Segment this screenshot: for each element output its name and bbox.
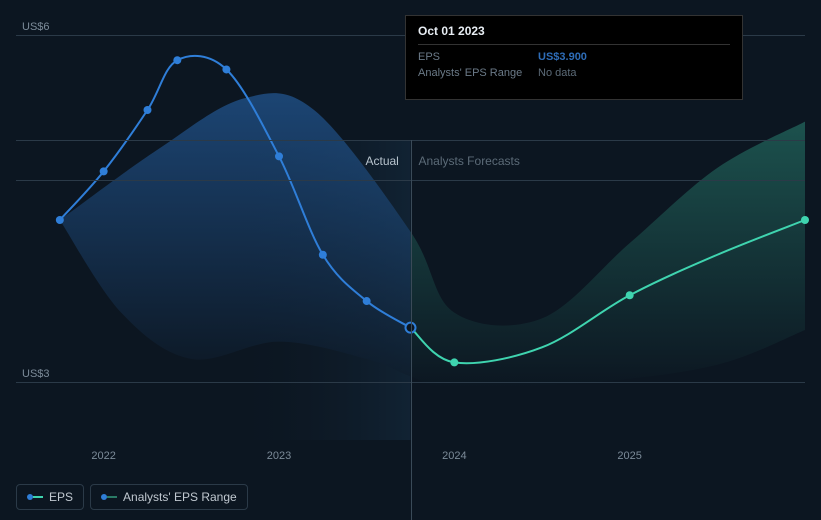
eps-marker[interactable] — [450, 358, 458, 366]
eps-marker[interactable] — [222, 65, 230, 73]
chart-legend: EPS Analysts' EPS Range — [16, 484, 248, 510]
eps-marker[interactable] — [363, 297, 371, 305]
legend-item-eps[interactable]: EPS — [16, 484, 84, 510]
eps-marker[interactable] — [56, 216, 64, 224]
eps-marker[interactable] — [801, 216, 809, 224]
eps-marker[interactable] — [144, 106, 152, 114]
eps-marker[interactable] — [173, 56, 181, 64]
legend-label-eps: EPS — [49, 490, 73, 504]
eps-marker[interactable] — [319, 251, 327, 259]
tooltip-eps-value: US$3.900 — [538, 51, 587, 63]
forecast-section-label: Analysts Forecasts — [419, 154, 520, 168]
tooltip-eps-key: EPS — [418, 51, 538, 63]
chart-tooltip: Oct 01 2023 EPS US$3.900 Analysts' EPS R… — [405, 15, 743, 100]
legend-swatch-range — [101, 492, 117, 502]
actual-forecast-divider — [411, 140, 412, 520]
legend-swatch-eps — [27, 492, 43, 502]
legend-label-range: Analysts' EPS Range — [123, 490, 237, 504]
y-axis-label: US$6 — [22, 21, 50, 33]
legend-item-range[interactable]: Analysts' EPS Range — [90, 484, 248, 510]
eps-marker[interactable] — [626, 291, 634, 299]
eps-marker[interactable] — [275, 152, 283, 160]
tooltip-date: Oct 01 2023 — [418, 24, 730, 45]
x-axis-label: 2025 — [617, 450, 641, 462]
y-axis-label: US$3 — [22, 368, 50, 380]
actual-section-label: Actual — [366, 154, 399, 168]
tooltip-range-value: No data — [538, 67, 577, 79]
tooltip-range-key: Analysts' EPS Range — [418, 67, 538, 79]
eps-marker[interactable] — [100, 167, 108, 175]
x-axis-label: 2023 — [267, 450, 291, 462]
x-axis-label: 2022 — [91, 450, 115, 462]
x-axis-label: 2024 — [442, 450, 466, 462]
